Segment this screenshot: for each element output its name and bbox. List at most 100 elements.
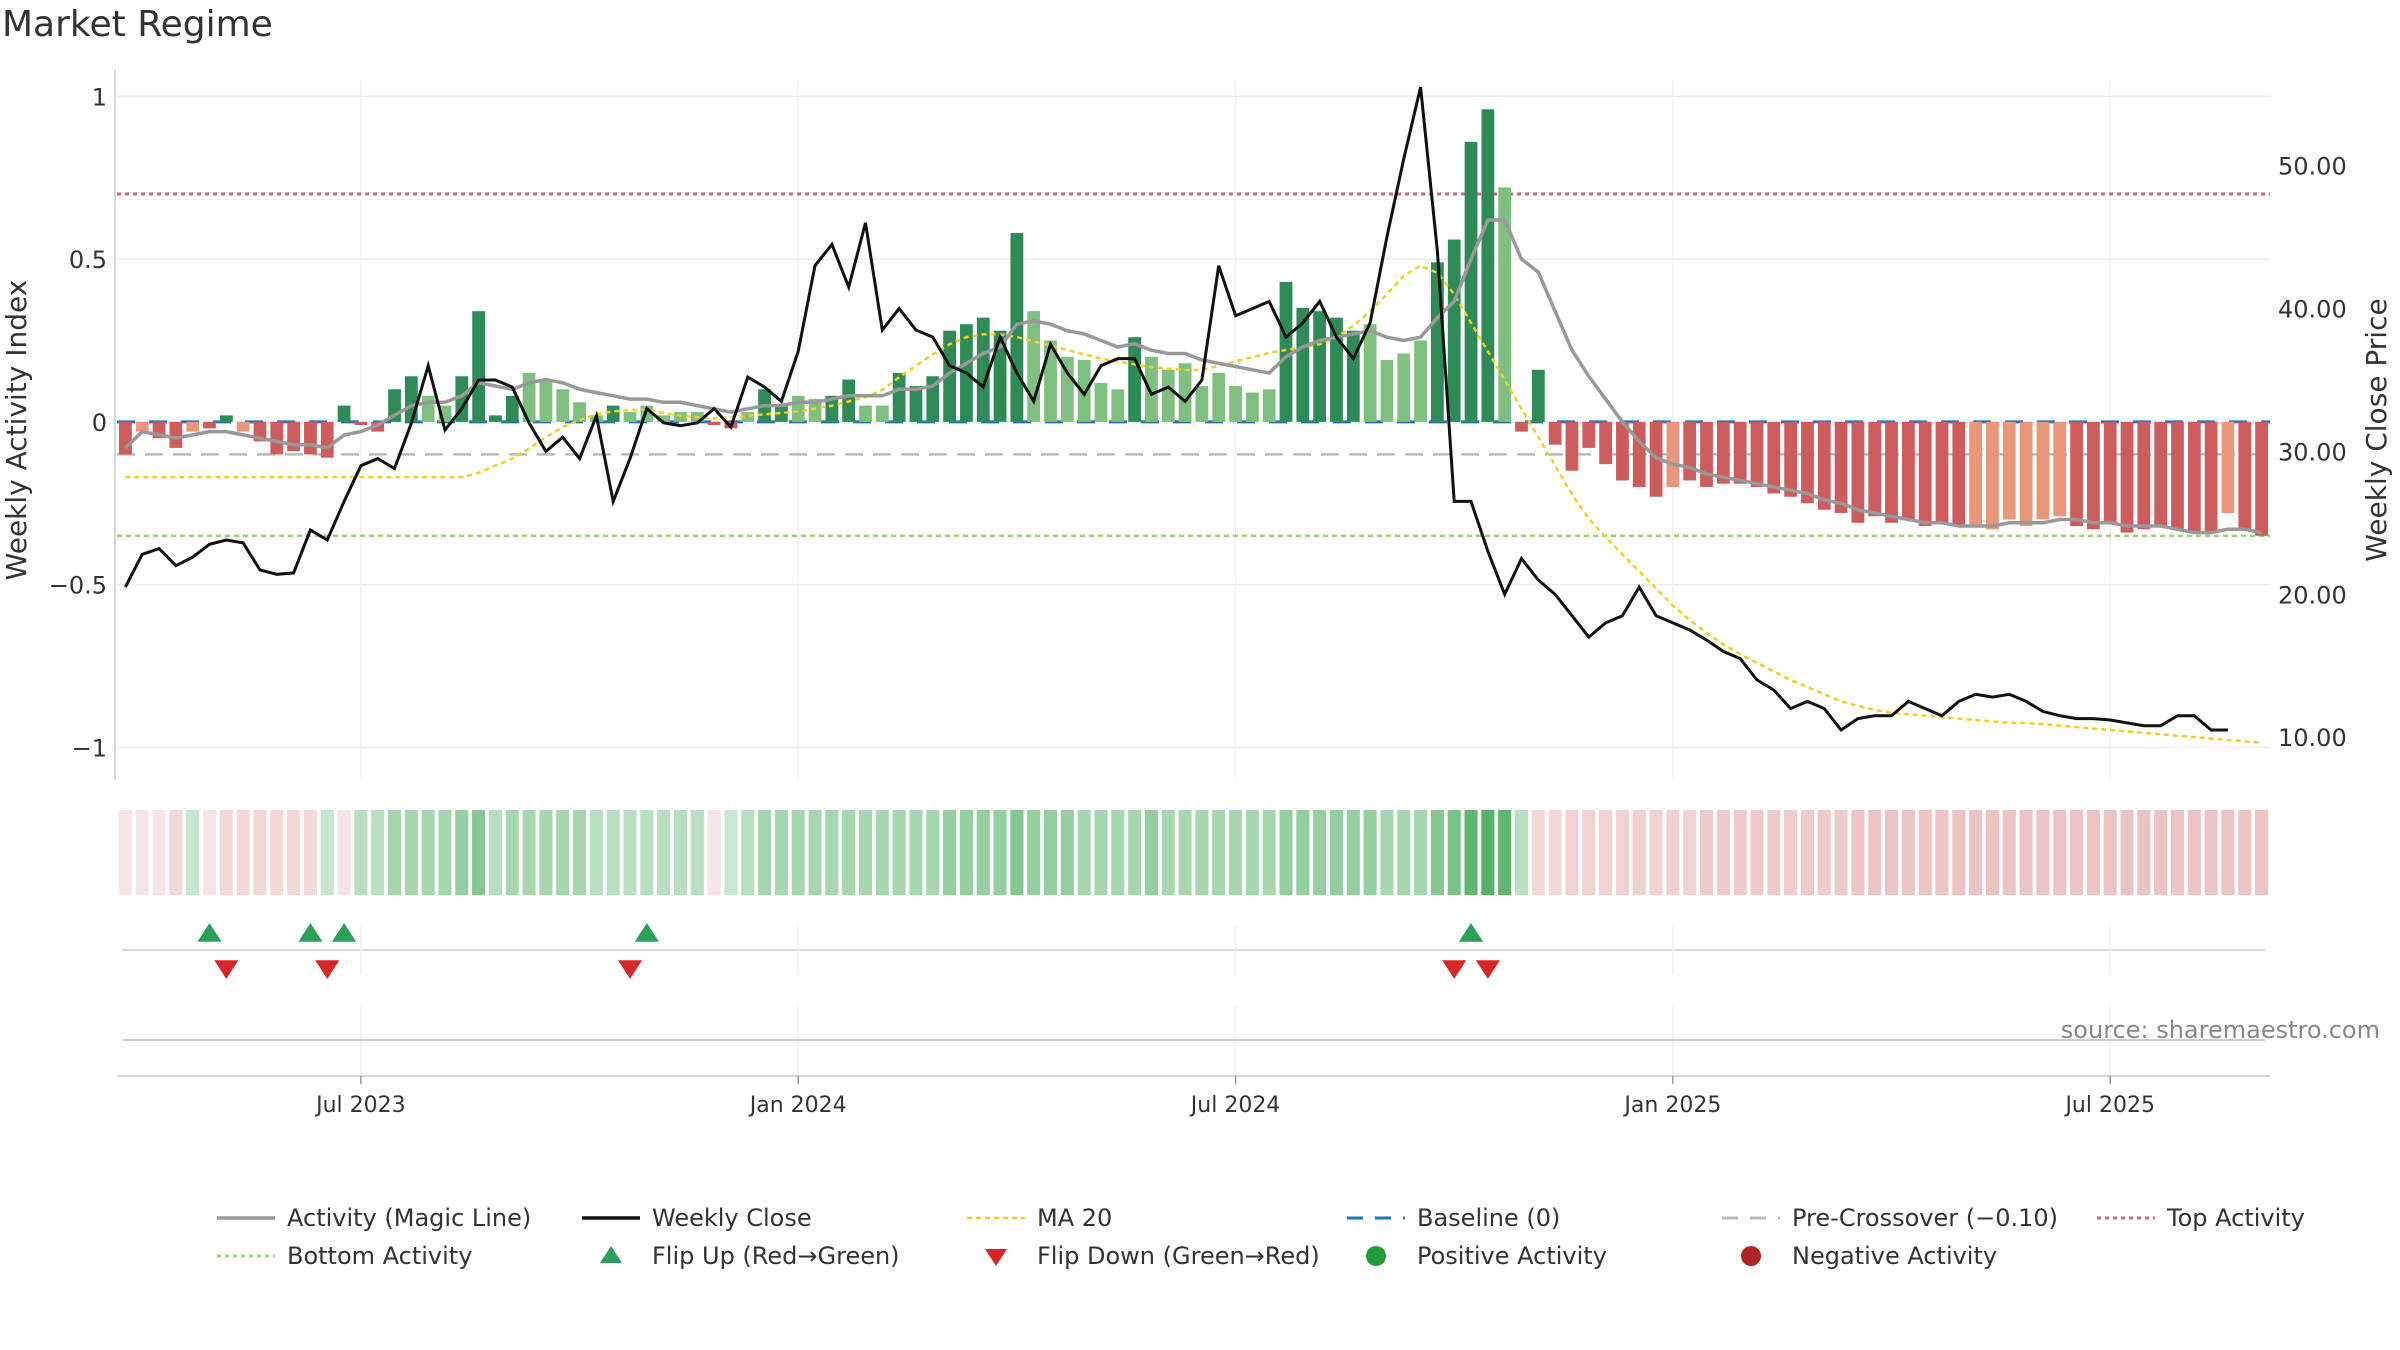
activity-bar	[1733, 421, 1747, 484]
regime-strip-cell	[2070, 810, 2084, 895]
regime-strip-cell	[1599, 810, 1613, 895]
activity-bar	[2171, 421, 2184, 530]
activity-bar	[1111, 389, 1125, 422]
flip-up-marker	[634, 923, 659, 942]
regime-strip-cell	[1985, 810, 2000, 895]
regime-strip-cell	[1228, 810, 1243, 895]
activity-bar	[657, 415, 671, 422]
activity-bar	[489, 415, 502, 422]
legend-label: Positive Activity	[1417, 1242, 1607, 1270]
activity-bar	[1935, 421, 1949, 523]
activity-bar	[1296, 307, 1310, 422]
x-tick-label: Jan 2025	[1622, 1093, 1721, 1118]
regime-strip-cell	[808, 810, 822, 895]
activity-bar	[892, 373, 906, 422]
regime-strip-cell	[875, 810, 889, 895]
regime-strip-cell	[1767, 810, 1781, 895]
activity-bar	[2002, 421, 2016, 520]
regime-strip-cell	[2221, 810, 2235, 895]
regime-strip-cell	[1010, 810, 1024, 895]
activity-bar	[1195, 386, 1209, 422]
activity-bar	[1817, 421, 1831, 510]
regime-strip-cell	[1279, 810, 1293, 895]
regime-strip-cell	[1952, 810, 1966, 895]
activity-bar	[1952, 421, 1966, 527]
flip-up-marker	[298, 923, 323, 942]
right-tick-label: 40.00	[2278, 296, 2347, 324]
activity-bar	[2154, 421, 2168, 527]
regime-strip-cell	[371, 810, 385, 895]
activity-bar	[1784, 421, 1798, 497]
regime-strip-cell	[320, 810, 334, 895]
legend-label: Baseline (0)	[1417, 1204, 1561, 1232]
legend-swatch	[1347, 1216, 1405, 1220]
activity-bar	[1632, 421, 1646, 487]
regime-strip-cell	[1565, 810, 1579, 895]
activity-bar	[2103, 421, 2117, 523]
activity-bar	[1279, 281, 1293, 422]
activity-bar	[270, 421, 284, 455]
flip-down-marker	[617, 960, 643, 979]
regime-strip-cell	[1615, 810, 1629, 895]
right-tick-label: 20.00	[2278, 581, 2347, 609]
regime-strip-cell	[1464, 810, 1478, 895]
regime-strip-cell	[758, 810, 772, 895]
regime-strip-cell	[2086, 810, 2100, 895]
regime-strip-cell	[774, 810, 788, 895]
activity-bar	[472, 311, 486, 422]
negative-dot-icon	[1741, 1246, 1761, 1266]
activity-bar	[236, 421, 250, 432]
regime-strip-cell	[1060, 810, 1074, 895]
legend-item-ma20: MA 20	[965, 1204, 1112, 1232]
legend-swatch	[600, 1246, 622, 1263]
legend-swatch	[582, 1216, 640, 1220]
regime-strip-cell	[505, 810, 519, 895]
activity-bar	[1077, 360, 1091, 422]
regime-strip-cell	[1531, 810, 1545, 895]
right-tick-label: 50.00	[2278, 153, 2347, 181]
legend-swatch	[985, 1249, 1007, 1266]
activity-bar	[943, 330, 956, 422]
legend-label: Weekly Close	[652, 1204, 812, 1232]
regime-strip-cell	[1582, 810, 1596, 895]
legend-label: Bottom Activity	[287, 1242, 473, 1270]
regime-strip-cell	[1632, 810, 1646, 895]
regime-strip-cell	[522, 810, 536, 895]
regime-strip-cell	[2238, 810, 2252, 895]
regime-strip-cell	[673, 810, 688, 895]
regime-strip-cell	[354, 810, 368, 895]
regime-strip-cell	[287, 810, 301, 895]
regime-strip-cell	[1414, 810, 1428, 895]
x-axis-layer: Jul 2023 Jan 2024 Jul 2024 Jan 2025 Jul 2025	[117, 1005, 2270, 1118]
activity-bar	[825, 395, 839, 422]
legend-label: Flip Down (Green→Red)	[1037, 1242, 1320, 1270]
activity-bar	[1801, 421, 1814, 504]
regime-strip-cell	[1363, 810, 1377, 895]
legend-swatch	[967, 1216, 1025, 1220]
regime-strip-cell	[606, 810, 620, 895]
regime-strip-cell	[455, 810, 469, 895]
regime-strip-cell	[236, 810, 250, 895]
regime-strip-cell	[1144, 810, 1159, 895]
activity-bar	[1750, 421, 1764, 487]
regime-strip-cell	[202, 810, 217, 895]
activity-bar	[909, 386, 923, 422]
regime-strip-cell	[169, 810, 183, 895]
regime-strip-cell	[1733, 810, 1747, 895]
regime-strip-cell	[387, 810, 402, 895]
left-tick-label: −1	[72, 734, 107, 762]
left-tick-label: −0.5	[49, 572, 107, 600]
magic-line	[124, 218, 2262, 535]
regime-strip-cell	[1699, 810, 1714, 895]
x-tick-label: Jul 2023	[314, 1093, 406, 1118]
regime-strip-cell	[556, 810, 570, 895]
flip-down-marker	[315, 960, 340, 979]
regime-strip-cell	[1111, 810, 1125, 895]
activity-bar	[707, 421, 721, 426]
regime-strip-cell	[421, 810, 435, 895]
regime-strip-cell	[909, 810, 923, 895]
activity-bar	[1346, 330, 1360, 422]
regime-strip-cell	[1296, 810, 1310, 895]
activity-bar	[2255, 421, 2268, 536]
activity-bar	[1683, 421, 1697, 481]
